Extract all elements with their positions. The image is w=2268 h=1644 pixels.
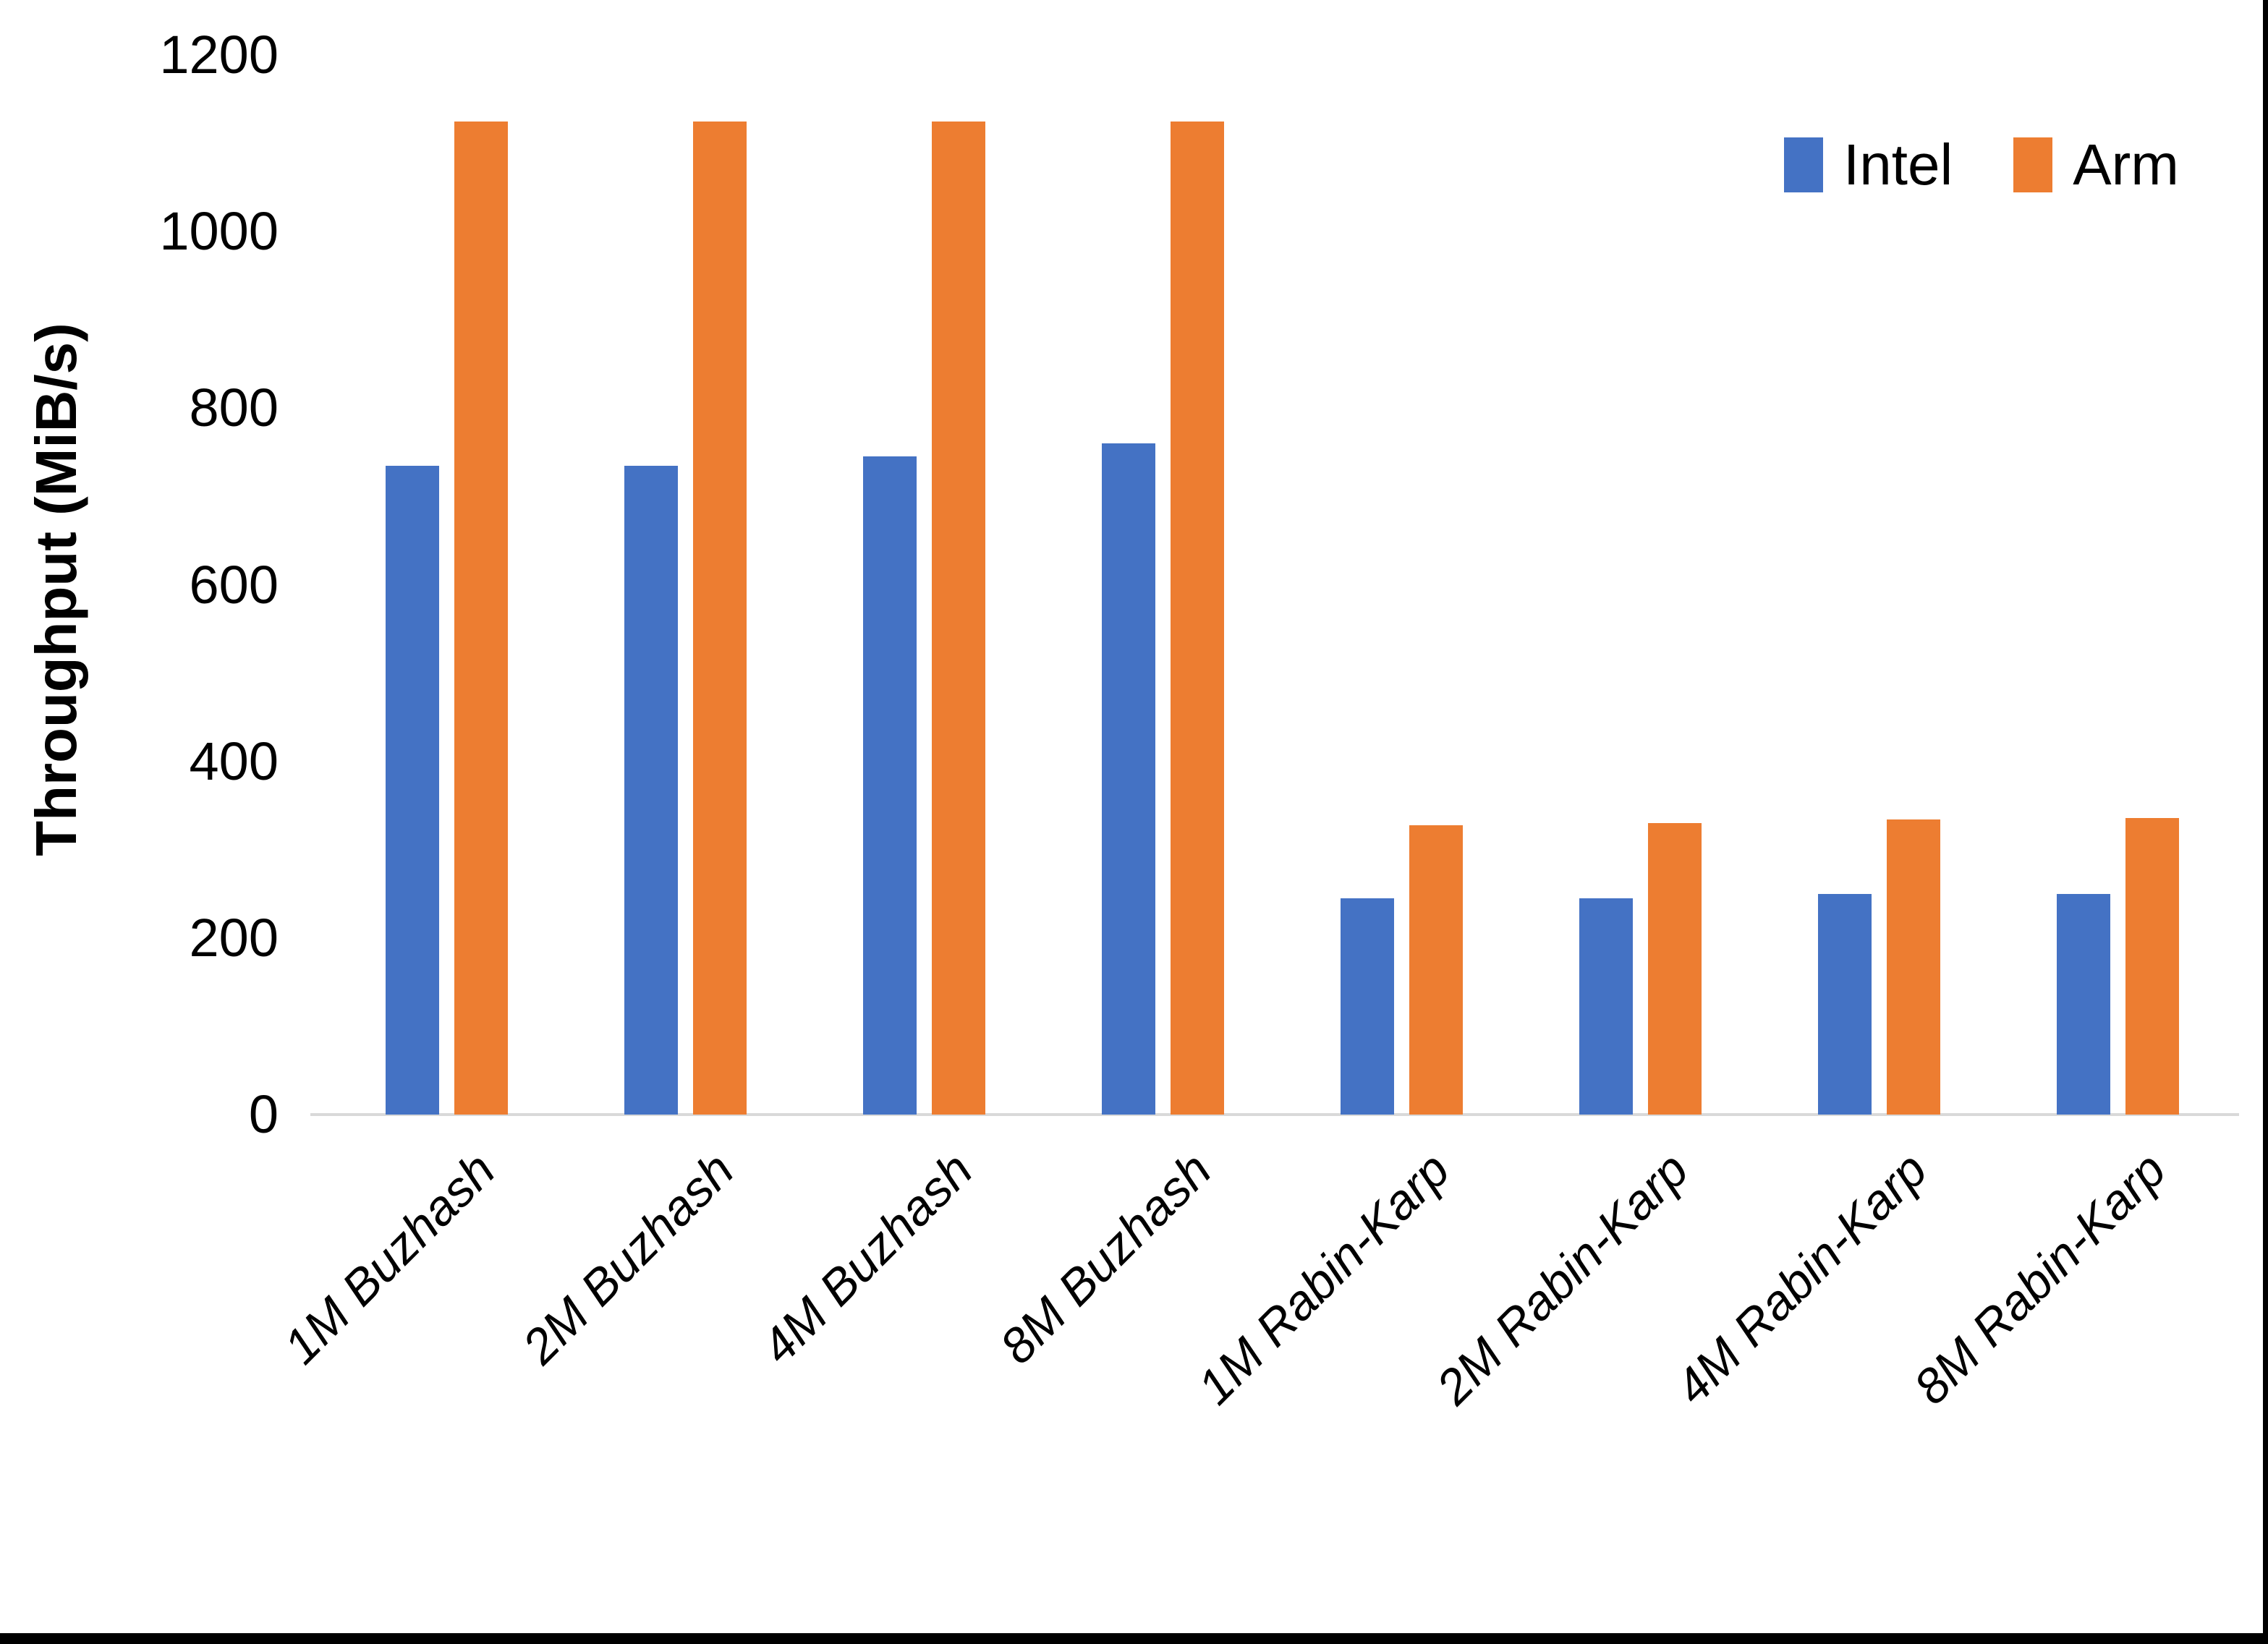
bar-intel-2m-rabin-karp — [1579, 898, 1633, 1115]
y-tick-label-600: 600 — [189, 554, 279, 615]
bar-arm-2m-rabin-karp — [1648, 823, 1702, 1115]
legend-item-intel: Intel — [1784, 135, 1953, 195]
x-category-label-8m-buzhash: 8M Buzhash — [989, 1142, 1222, 1375]
right-border — [2263, 0, 2268, 1644]
x-category-label-4m-buzhash: 4M Buzhash — [750, 1142, 983, 1375]
legend-label-intel: Intel — [1843, 132, 1953, 197]
bar-intel-4m-buzhash — [863, 456, 917, 1115]
x-axis-line — [310, 1113, 2239, 1116]
x-category-label-4m-rabin-karp: 4M Rabin-Karp — [1665, 1142, 1938, 1415]
legend: Intel Arm — [1784, 135, 2179, 195]
bar-intel-8m-rabin-karp — [2057, 894, 2110, 1115]
y-tick-label-800: 800 — [189, 378, 279, 438]
bar-intel-4m-rabin-karp — [1818, 894, 1872, 1115]
y-tick-label-200: 200 — [189, 907, 279, 968]
arm-series-swatch — [2013, 137, 2053, 192]
bar-intel-2m-buzhash — [624, 466, 678, 1115]
x-category-label-1m-rabin-karp: 1M Rabin-Karp — [1187, 1142, 1461, 1415]
bar-arm-4m-buzhash — [932, 122, 985, 1115]
bar-arm-2m-buzhash — [693, 122, 747, 1115]
bar-arm-4m-rabin-karp — [1887, 819, 1940, 1115]
y-tick-label-1000: 1000 — [159, 201, 279, 262]
intel-series-swatch — [1784, 137, 1823, 192]
bar-arm-1m-rabin-karp — [1409, 825, 1463, 1115]
x-category-label-2m-rabin-karp: 2M Rabin-Karp — [1426, 1142, 1699, 1415]
x-category-label-2m-buzhash: 2M Buzhash — [511, 1142, 744, 1375]
legend-item-arm: Arm — [2013, 135, 2179, 195]
x-category-label-1m-buzhash: 1M Buzhash — [273, 1142, 506, 1375]
bar-intel-1m-buzhash — [386, 466, 439, 1115]
y-tick-label-1200: 1200 — [159, 25, 279, 85]
y-tick-label-0: 0 — [248, 1084, 279, 1144]
bar-arm-8m-rabin-karp — [2125, 818, 2179, 1115]
bottom-border — [0, 1633, 2268, 1644]
bar-intel-8m-buzhash — [1102, 443, 1155, 1115]
bar-arm-8m-buzhash — [1171, 122, 1224, 1115]
bar-intel-1m-rabin-karp — [1341, 898, 1394, 1115]
bar-arm-1m-buzhash — [454, 122, 508, 1115]
y-tick-label-400: 400 — [189, 731, 279, 791]
x-category-label-8m-rabin-karp: 8M Rabin-Karp — [1903, 1142, 2177, 1415]
legend-label-arm: Arm — [2073, 132, 2179, 197]
